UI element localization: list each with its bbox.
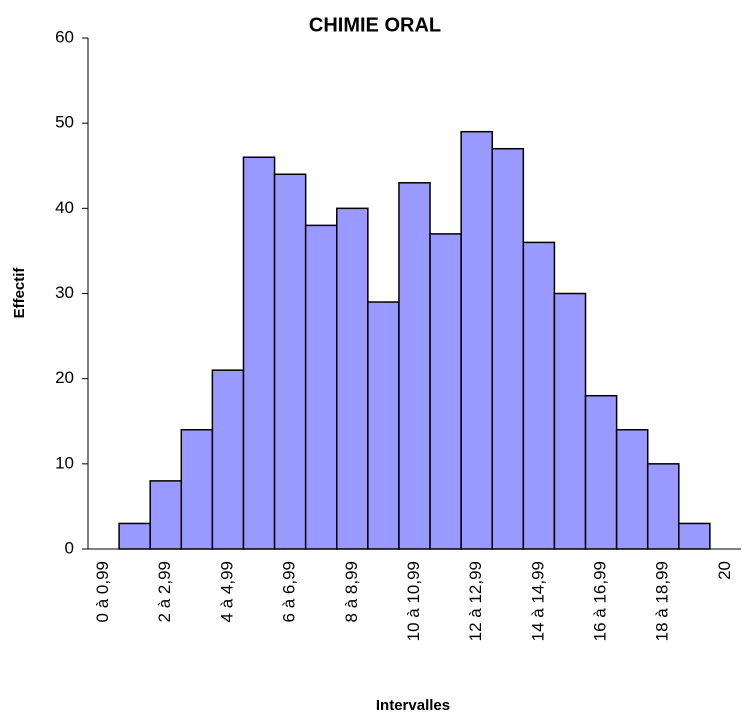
y-tick-label: 30 [55, 283, 74, 302]
x-axis-title: Intervalles [376, 697, 450, 714]
y-axis-title: Effectif [11, 267, 28, 319]
x-tick-label: 14 à 14,99 [528, 561, 547, 641]
bar [367, 301, 400, 550]
x-tick-label: 8 à 8,99 [342, 561, 361, 622]
x-tick-label: 0 à 0,99 [93, 561, 112, 622]
x-tick-label: 10 à 10,99 [404, 561, 423, 641]
bar [615, 429, 649, 550]
bar [273, 173, 307, 550]
bar [304, 224, 338, 550]
x-tick-label: 6 à 6,99 [280, 561, 299, 622]
y-tick-label: 10 [55, 453, 74, 472]
x-tick-label: 4 à 4,99 [217, 561, 236, 622]
bar [242, 156, 276, 550]
bar [336, 207, 369, 550]
bar [211, 369, 245, 550]
chart-title: CHIMIE ORAL [309, 14, 441, 36]
bar [460, 130, 493, 550]
x-tick-label: 16 à 16,99 [591, 561, 610, 641]
x-tick-label: 12 à 12,99 [466, 561, 485, 641]
bar [149, 480, 183, 550]
y-tick-label: 40 [55, 198, 74, 217]
y-tick-label: 0 [65, 538, 74, 557]
x-tick-label: 20 [715, 561, 734, 580]
y-tick-label: 20 [55, 368, 74, 387]
bar [118, 522, 151, 550]
bar [584, 394, 618, 550]
bar [491, 147, 525, 550]
bar [678, 522, 711, 550]
bar [646, 463, 680, 550]
y-tick-label: 60 [55, 27, 74, 46]
x-tick-label: 18 à 18,99 [653, 561, 672, 641]
bar [429, 233, 462, 550]
x-tick-label: 2 à 2,99 [155, 561, 174, 622]
bar [553, 292, 587, 550]
bar [398, 182, 431, 550]
bar [522, 241, 556, 550]
y-tick-label: 50 [55, 113, 74, 132]
bar [180, 429, 214, 550]
